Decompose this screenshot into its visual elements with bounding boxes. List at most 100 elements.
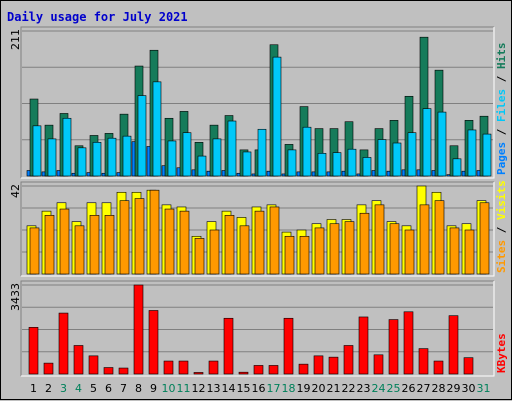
bar-kbytes-day-undefined — [193, 372, 204, 375]
bar-kbytes-day-undefined — [178, 360, 189, 375]
bar-files-day-12 — [197, 155, 207, 177]
bar-files-day-4 — [77, 147, 87, 177]
bar-sites-day-undefined — [389, 223, 400, 275]
bar-files-day-13 — [212, 138, 222, 177]
bar-sites-day-undefined — [479, 202, 490, 275]
bar-files-day-19 — [302, 126, 312, 177]
panel-3: 3433 KBytes — [9, 280, 508, 377]
bar-files-day-8 — [137, 95, 147, 177]
right-label-part: / — [495, 220, 508, 240]
bar-sites-day-undefined — [299, 235, 310, 275]
bar-files-day-15 — [242, 151, 252, 177]
bar-sites-day-undefined — [194, 238, 205, 275]
bar-kbytes-day-undefined — [148, 310, 159, 375]
bar-kbytes-day-undefined — [118, 367, 129, 375]
x-tick-label: 18 — [282, 382, 296, 395]
x-tick-label: 1 — [30, 382, 37, 395]
x-tick-label: 26 — [402, 382, 416, 395]
bar-kbytes-day-undefined — [103, 367, 114, 375]
bar-sites-day-undefined — [89, 215, 100, 275]
plot-frame-shadow — [20, 181, 494, 276]
bar-sites-day-undefined — [449, 227, 460, 275]
bar-sites-day-undefined — [29, 227, 40, 275]
x-tick-label: 15 — [237, 382, 251, 395]
bar-kbytes-day-undefined — [43, 362, 54, 375]
bar-files-day-9 — [152, 81, 162, 177]
x-tick-label: 3 — [60, 382, 67, 395]
bar-sites-day-undefined — [119, 200, 130, 275]
right-label-part: / — [495, 69, 508, 89]
bar-sites-day-undefined — [269, 206, 280, 275]
y-axis-max-label: 42 — [9, 184, 22, 198]
panel-2: 42 Sites / Visits — [9, 180, 508, 277]
y-axis-max-label: 3433 — [9, 283, 22, 311]
bar-kbytes-day-undefined — [133, 284, 144, 375]
bar-sites-day-undefined — [314, 227, 325, 275]
bar-kbytes-day-undefined — [373, 354, 384, 375]
x-tick-label: 20 — [312, 382, 326, 395]
plot-frame-shadow — [20, 26, 494, 178]
x-tick-label: 23 — [357, 382, 371, 395]
bar-kbytes-day-undefined — [388, 319, 399, 375]
bar-sites-day-undefined — [164, 208, 175, 275]
panel-1: 211 Pages / Files / Hits — [9, 26, 508, 179]
bar-kbytes-day-undefined — [223, 317, 234, 375]
x-tick-label: 30 — [462, 382, 476, 395]
bar-kbytes-day-undefined — [238, 371, 249, 375]
x-tick-label: 7 — [120, 382, 127, 395]
x-tick-label: 16 — [252, 382, 266, 395]
bar-kbytes-day-undefined — [268, 365, 279, 375]
bar-sites-day-undefined — [344, 221, 355, 275]
bar-files-day-14 — [227, 120, 237, 177]
bar-kbytes-day-undefined — [433, 360, 444, 375]
bar-files-day-23 — [362, 157, 372, 177]
x-tick-label: 13 — [207, 382, 221, 395]
bar-files-day-11 — [182, 132, 192, 177]
x-tick-label: 17 — [267, 382, 281, 395]
bar-kbytes-day-undefined — [253, 365, 264, 375]
x-tick-label: 6 — [105, 382, 112, 395]
right-axis-label: Sites / Visits — [495, 180, 508, 273]
bar-kbytes-day-undefined — [403, 311, 414, 375]
bar-files-day-27 — [422, 108, 432, 177]
bar-kbytes-day-undefined — [283, 317, 294, 375]
plot-area — [21, 281, 494, 376]
right-label-part: Files — [495, 89, 508, 122]
right-label-part: / — [495, 122, 508, 142]
bar-files-day-2 — [47, 138, 57, 177]
bar-sites-day-undefined — [149, 189, 160, 275]
bar-kbytes-day-undefined — [163, 360, 174, 375]
right-label-part: Sites — [495, 240, 508, 273]
bar-kbytes-day-undefined — [73, 345, 84, 375]
bar-sites-day-undefined — [374, 204, 385, 275]
bar-kbytes-day-undefined — [328, 356, 339, 375]
plot-frame-highlight — [21, 281, 495, 377]
bar-files-day-16 — [257, 128, 267, 177]
right-label-part: Hits — [495, 43, 508, 70]
x-tick-label: 11 — [177, 382, 191, 395]
bar-files-day-17 — [272, 56, 282, 177]
chart-title: Daily usage for July 2021 — [7, 10, 188, 24]
bar-sites-day-undefined — [254, 210, 265, 275]
x-tick-label: 12 — [192, 382, 206, 395]
bar-files-day-3 — [62, 117, 72, 177]
x-axis-ticks: 1 2 3 4 5 6 7 8 9 10 11 12 13 14 15 16 17 18 19 20 21 22 23 24 2… — [30, 382, 491, 395]
x-tick-label: 25 — [387, 382, 401, 395]
bar-files-day-18 — [287, 149, 297, 177]
right-label-part: KBytes — [495, 333, 508, 373]
plot-frame-highlight — [21, 182, 495, 277]
plot-frame-shadow — [20, 280, 494, 376]
plot-frame-highlight — [21, 27, 495, 179]
bar-files-day-30 — [467, 129, 477, 177]
x-tick-label: 2 — [45, 382, 52, 395]
chart-panels: 211 Pages / Files / Hits 42 Sites / Visits 3… — [9, 26, 508, 377]
bar-sites-day-undefined — [104, 215, 115, 275]
bar-kbytes-day-undefined — [88, 355, 99, 375]
x-tick-label: 21 — [327, 382, 341, 395]
bar-files-day-7 — [122, 135, 132, 177]
right-label-part: Visits — [495, 180, 508, 220]
bar-files-day-31 — [482, 133, 492, 177]
x-tick-label: 14 — [222, 382, 236, 395]
